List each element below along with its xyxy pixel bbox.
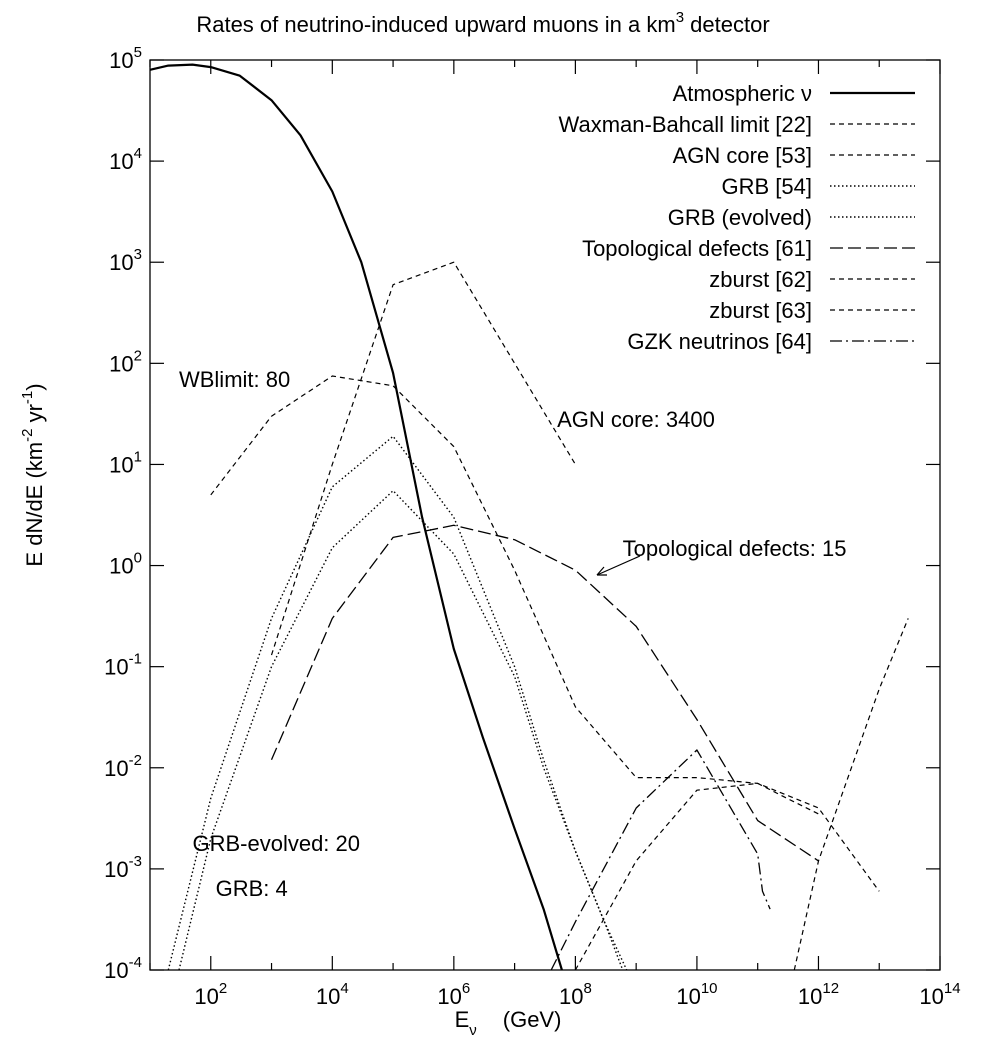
x-tick-label: 108 — [559, 980, 592, 1009]
annotation-arrowhead — [596, 566, 607, 576]
x-tick-label: 1012 — [798, 980, 839, 1009]
annotation-4: GRB: 4 — [216, 876, 288, 901]
series-line-0 — [149, 63, 563, 971]
y-tick-label: 103 — [109, 246, 142, 275]
legend-label-2: AGN core [53] — [673, 143, 812, 168]
legend-label-1: Waxman-Bahcall limit [22] — [559, 112, 812, 137]
series-line-2 — [270, 261, 576, 656]
annotation-1: AGN core: 3400 — [557, 407, 715, 432]
x-tick-label: 106 — [437, 980, 470, 1009]
x-tick-label: 1010 — [676, 980, 717, 1009]
x-tick-label: 1014 — [919, 980, 960, 1009]
y-tick-label: 104 — [109, 145, 142, 174]
y-tick-label: 102 — [109, 347, 142, 376]
annotations: WBlimit: 80 AGN core: 3400 Topological def… — [179, 367, 847, 901]
annotation-2: Topological defects: 15 — [623, 536, 847, 561]
y-tick-label: 10-2 — [104, 752, 142, 781]
legend-label-0: Atmospheric ν — [673, 81, 812, 106]
annotation-arrow — [596, 555, 641, 576]
legend-label-8: GZK neutrinos [64] — [627, 329, 812, 354]
x-tick-label: 102 — [194, 980, 227, 1009]
series-line-1 — [210, 375, 880, 892]
axis-ticks: 10-4 10-3 10-2 10-1 100 101 102 103 104 105 102 104… — [104, 44, 960, 1009]
legend: Atmospheric ν Waxman-Bahcall limit [22] AG… — [559, 81, 915, 354]
series-line-6 — [574, 782, 819, 971]
legend-label-3: GRB [54] — [722, 174, 812, 199]
legend-label-6: zburst [62] — [709, 267, 812, 292]
series-line-5 — [270, 524, 819, 862]
series-line-8 — [550, 749, 771, 971]
x-axis-label: Eν (GeV) — [455, 1007, 562, 1038]
series-layer — [149, 63, 909, 971]
series-line-7 — [793, 618, 909, 971]
y-tick-label: 10-1 — [104, 651, 142, 680]
chart-title: Rates of neutrino-induced upward muons i… — [196, 9, 769, 37]
legend-label-5: Topological defects [61] — [582, 236, 812, 261]
plot-frame — [149, 59, 941, 971]
y-tick-label: 100 — [109, 550, 142, 579]
y-tick-label: 10-4 — [104, 954, 142, 983]
y-tick-label: 10-3 — [104, 853, 142, 882]
legend-label-4: GRB (evolved) — [668, 205, 812, 230]
annotation-3: GRB-evolved: 20 — [192, 831, 360, 856]
series-line-4 — [167, 435, 628, 971]
y-tick-label: 105 — [109, 44, 142, 73]
y-tick-label: 101 — [109, 448, 142, 477]
legend-label-7: zburst [63] — [709, 298, 812, 323]
x-tick-label: 104 — [316, 980, 349, 1009]
y-axis-label: E dN/dE (km-2 yr-1) — [19, 383, 47, 566]
annotation-0: WBlimit: 80 — [179, 367, 290, 392]
